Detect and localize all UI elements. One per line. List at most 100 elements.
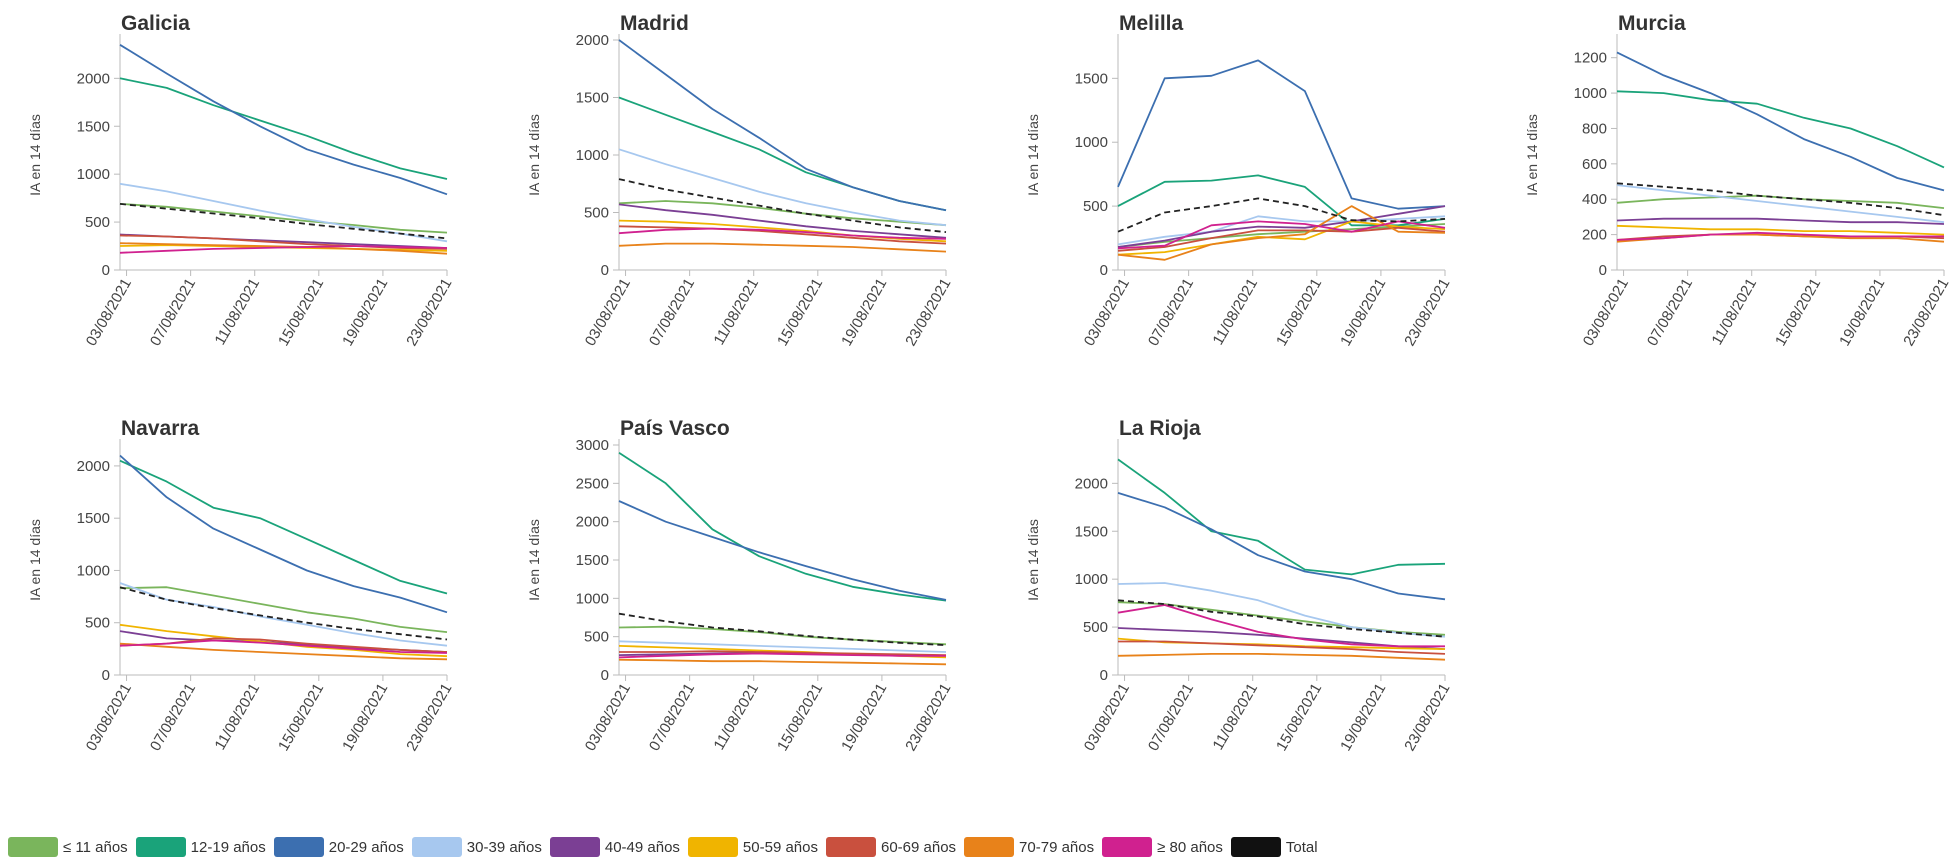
chart-title: Melilla xyxy=(1119,12,1184,35)
x-tick-label: 11/08/2021 xyxy=(1708,276,1760,349)
chart-panel: Navarra IA en 14 días 0 500 1000 1500 2000 03/0… xyxy=(27,417,455,754)
y-axis-label: IA en 14 días xyxy=(1524,114,1540,196)
x-tick-label: 15/08/2021 xyxy=(275,276,327,350)
y-tick-label: 0 xyxy=(102,262,110,279)
x-tick-label: 11/08/2021 xyxy=(211,681,263,754)
y-tick-label: 500 xyxy=(1083,198,1108,215)
series-line xyxy=(1117,220,1446,256)
legend-item-70-79[interactable]: 70-79 años xyxy=(964,837,1094,857)
y-tick-label: 0 xyxy=(1100,262,1108,279)
series-line xyxy=(1616,224,1945,236)
legend-item-total[interactable]: Total xyxy=(1230,837,1318,857)
legend-item-12-19[interactable]: 12-19 años xyxy=(135,837,266,857)
legend-label: ≥ 80 años xyxy=(1157,838,1223,856)
legend-item-60-69[interactable]: 60-69 años xyxy=(825,837,956,857)
legend-swatch xyxy=(825,837,876,857)
legend-item-30-39[interactable]: 30-39 años xyxy=(411,837,542,857)
legend-item-ge80[interactable]: ≥ 80 años xyxy=(1102,837,1223,857)
y-tick-label: 200 xyxy=(1582,227,1607,244)
series-line xyxy=(119,182,448,243)
y-tick-label: 1500 xyxy=(576,552,609,569)
y-tick-label: 0 xyxy=(1599,262,1607,279)
series-line xyxy=(1117,582,1446,638)
y-tick-label: 2000 xyxy=(1075,475,1108,492)
series-line xyxy=(618,225,947,245)
series-line xyxy=(618,148,947,227)
legend-swatch xyxy=(273,837,324,857)
series-line xyxy=(119,242,448,255)
y-tick-label: 500 xyxy=(584,205,609,222)
x-tick-label: 23/08/2021 xyxy=(1401,681,1453,755)
series-line xyxy=(618,39,947,212)
series-line xyxy=(119,203,448,240)
series-line xyxy=(119,459,448,595)
y-tick-label: 2000 xyxy=(77,70,110,87)
series-line xyxy=(1616,231,1944,241)
y-tick-label: 1000 xyxy=(1075,571,1108,588)
legend-label: 70-79 años xyxy=(1019,838,1095,856)
y-tick-label: 1000 xyxy=(77,562,110,579)
series-line xyxy=(1117,174,1446,227)
legend-item-20-29[interactable]: 20-29 años xyxy=(273,837,404,857)
y-tick-label: 400 xyxy=(1582,191,1607,208)
y-tick-label: 1000 xyxy=(1075,134,1108,151)
y-tick-label: 500 xyxy=(85,214,110,231)
series-line xyxy=(1616,184,1945,224)
legend-swatch xyxy=(964,837,1015,857)
y-tick-label: 2500 xyxy=(576,475,609,492)
y-axis-label: IA en 14 días xyxy=(1025,519,1041,601)
series-line xyxy=(618,612,947,646)
series-line xyxy=(119,245,448,254)
chart-panel: Murcia IA en 14 días 0 200 400 600 800 1000 1200… xyxy=(1524,12,1952,349)
x-tick-label: 07/08/2021 xyxy=(1145,681,1197,755)
series-line xyxy=(618,625,947,646)
y-axis-label: IA en 14 días xyxy=(1025,114,1041,196)
chart-panel: Madrid IA en 14 días 0 500 1000 1500 2000 03/08… xyxy=(526,12,954,349)
series-line xyxy=(618,203,947,239)
chart-panel: La Rioja IA en 14 días 0 500 1000 1500 2000 03/… xyxy=(1025,417,1453,754)
series-line xyxy=(119,454,448,614)
series-line xyxy=(1117,604,1445,648)
legend-item-40-49[interactable]: 40-49 años xyxy=(549,837,680,857)
x-tick-label: 19/08/2021 xyxy=(838,681,890,755)
chart-panel: Melilla IA en 14 días 0 500 1000 1500 03/08/20… xyxy=(1025,12,1453,349)
x-tick-label: 19/08/2021 xyxy=(339,276,391,350)
x-tick-label: 23/08/2021 xyxy=(403,276,455,350)
series-line xyxy=(1616,90,1945,169)
x-tick-label: 03/08/2021 xyxy=(1081,276,1133,350)
x-tick-label: 15/08/2021 xyxy=(1273,276,1325,350)
x-tick-label: 03/08/2021 xyxy=(1081,681,1133,755)
legend-label: 50-59 años xyxy=(742,838,818,856)
chart-title: Galicia xyxy=(121,12,190,35)
series-line xyxy=(618,227,947,240)
series-line xyxy=(1616,182,1945,217)
series-line xyxy=(618,640,947,653)
y-tick-label: 1000 xyxy=(576,147,609,164)
y-tick-label: 1000 xyxy=(77,166,110,183)
x-tick-label: 15/08/2021 xyxy=(1772,276,1824,350)
legend: ≤ 11 años 12-19 años 20-29 años 30-39 añ… xyxy=(8,835,1326,859)
x-tick-label: 23/08/2021 xyxy=(902,681,954,755)
series-line xyxy=(119,203,448,234)
legend-label: 12-19 años xyxy=(190,838,266,856)
chart-title: Navarra xyxy=(121,417,200,440)
y-tick-label: 500 xyxy=(584,629,609,646)
x-tick-label: 11/08/2021 xyxy=(710,681,762,754)
legend-item-50-59[interactable]: 50-59 años xyxy=(687,837,818,857)
series-line xyxy=(618,242,947,253)
series-line xyxy=(618,451,947,602)
x-tick-label: 07/08/2021 xyxy=(1145,276,1197,350)
series-line xyxy=(618,178,947,233)
series-line xyxy=(1117,492,1446,601)
y-tick-label: 1500 xyxy=(77,118,110,135)
legend-label: Total xyxy=(1285,838,1318,856)
x-tick-label: 03/08/2021 xyxy=(83,681,135,755)
x-tick-label: 03/08/2021 xyxy=(582,276,634,350)
legend-swatch xyxy=(1102,837,1153,857)
y-tick-label: 800 xyxy=(1582,120,1607,137)
y-tick-label: 500 xyxy=(85,615,110,632)
legend-swatch xyxy=(411,837,462,857)
legend-item-le11[interactable]: ≤ 11 años xyxy=(8,837,128,857)
y-tick-label: 500 xyxy=(1083,619,1108,636)
series-line xyxy=(1117,197,1446,233)
